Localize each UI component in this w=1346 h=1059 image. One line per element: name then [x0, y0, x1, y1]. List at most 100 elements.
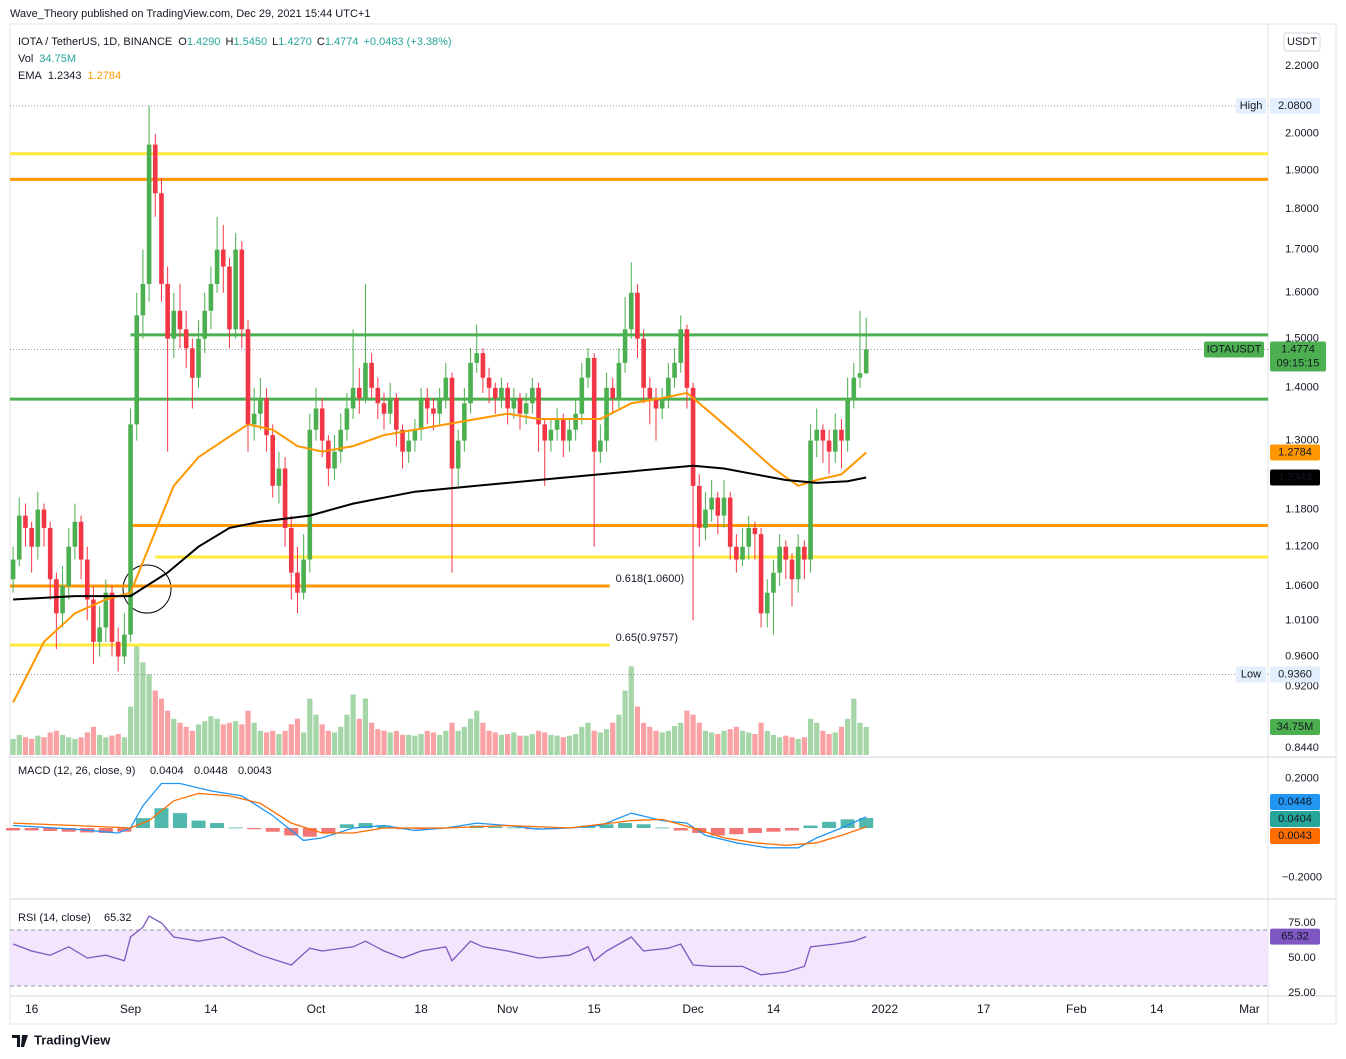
label: MACD (12, 26, close, 9) — [18, 765, 135, 777]
volume-bar — [573, 734, 579, 755]
candle-body — [363, 362, 368, 399]
volume-bar — [214, 718, 220, 755]
high-label: High — [1240, 100, 1263, 112]
candle-body — [486, 377, 492, 388]
macd-tag-bg — [1270, 794, 1320, 810]
candle-body — [264, 398, 269, 436]
candle-body — [468, 362, 473, 404]
candle-body — [47, 527, 53, 580]
candle-body — [66, 546, 72, 586]
x-tick-label: Feb — [1066, 1002, 1087, 1016]
volume-bar — [10, 738, 16, 755]
candle-body — [115, 641, 121, 657]
volume-bar — [560, 737, 566, 755]
y-tick-label: 1.8000 — [1285, 203, 1319, 215]
x-tick-label: Dec — [682, 1002, 703, 1016]
symbol-tag: IOTAUSDT — [1207, 343, 1262, 355]
rsi-line — [12, 915, 867, 976]
candle-body — [276, 468, 282, 486]
candle-body — [23, 515, 28, 528]
volume-bar — [430, 732, 437, 755]
rsi-band — [10, 930, 1268, 987]
volume-bar — [84, 732, 90, 755]
y-tick-label: 0.9200 — [1285, 681, 1319, 693]
volume-bar — [29, 738, 35, 755]
volume-bar — [783, 735, 789, 755]
price-pane — [10, 105, 1268, 755]
candle-body — [548, 429, 554, 441]
volume-bar — [634, 706, 641, 755]
histogram-bar — [284, 828, 299, 836]
histogram-bar — [265, 828, 280, 832]
value: 1.2343 — [48, 70, 82, 82]
candle-body — [381, 403, 387, 414]
volume-bar — [270, 730, 276, 755]
volume-bar — [338, 726, 344, 755]
volume-bar — [610, 722, 616, 755]
candle-body — [499, 387, 504, 399]
symbol: IOTA / TetherUS, 1D, BINANCE — [18, 36, 172, 48]
legend-line: Vol 34.75M — [18, 53, 76, 65]
volume-bar — [857, 722, 863, 755]
x-tick-label: 14 — [767, 1002, 781, 1016]
candle-body — [690, 387, 696, 486]
candle-body — [282, 468, 288, 528]
candle-body — [344, 408, 350, 430]
candle-body — [159, 193, 164, 284]
volume-bar — [344, 714, 350, 755]
volume-bar — [195, 724, 202, 755]
candle-body — [369, 362, 374, 388]
label: C — [317, 36, 325, 48]
volume-bar — [449, 722, 455, 755]
candle-body — [696, 485, 702, 528]
candle-body — [622, 329, 628, 363]
candle-body — [678, 329, 684, 363]
volume-bar — [41, 737, 47, 755]
candle-body — [356, 387, 362, 399]
candle-body — [616, 362, 622, 399]
candle-body — [400, 429, 405, 452]
low-label: Low — [1241, 668, 1261, 680]
candle-body — [635, 292, 640, 339]
publisher: Wave_Theory published on TradingView.com… — [10, 8, 370, 20]
volume-bar — [585, 722, 591, 755]
low-label-bg — [1236, 666, 1266, 683]
volume-bar — [134, 646, 140, 755]
candle-body — [196, 338, 201, 378]
rsi-tag: 65.32 — [1281, 930, 1309, 942]
volume-bar — [53, 730, 59, 755]
y-tick-label: 1.0600 — [1285, 580, 1319, 592]
candle-body — [579, 377, 585, 414]
volume-bar — [121, 737, 127, 755]
low-tag: 0.9360 — [1278, 668, 1312, 680]
candle-body — [270, 435, 276, 486]
candle-body — [598, 440, 603, 452]
y-tick-label: 1.1200 — [1285, 541, 1319, 553]
candle-body — [350, 387, 356, 409]
candle-body — [190, 348, 195, 378]
candle-body — [672, 362, 677, 378]
label: H — [225, 36, 233, 48]
volume-bar — [665, 730, 671, 755]
volume-bar — [480, 722, 486, 755]
candle-body — [808, 440, 813, 560]
candle-body — [220, 249, 226, 267]
value: 34.75M — [39, 53, 76, 65]
volume-bar — [696, 722, 702, 755]
volume-bar — [115, 734, 121, 755]
candle-body — [239, 249, 245, 330]
volume-bar — [498, 734, 505, 755]
histogram-bar — [61, 828, 76, 832]
candle-body — [97, 627, 102, 642]
volume-bar — [678, 722, 684, 755]
candle-body — [122, 634, 127, 657]
volume-bar — [851, 698, 857, 755]
rsi-tag-bg — [1270, 928, 1320, 945]
x-tick-label: 2022 — [871, 1002, 898, 1016]
histogram-bar — [710, 828, 725, 836]
candle-body — [474, 353, 480, 363]
volume-bar — [517, 735, 523, 755]
volume-bar — [35, 735, 41, 755]
candle-body — [319, 408, 325, 441]
